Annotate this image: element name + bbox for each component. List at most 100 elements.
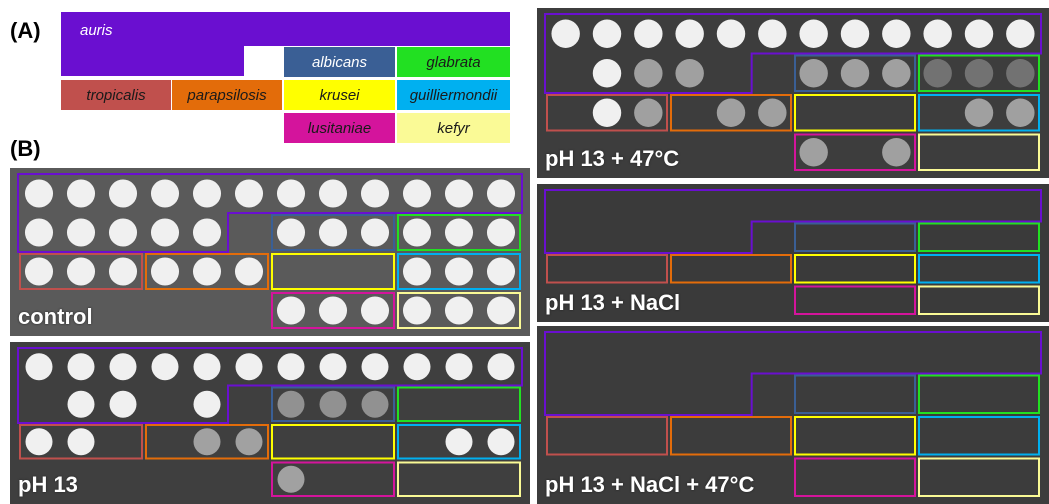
colony-spot <box>360 296 390 325</box>
colony-spot <box>964 59 994 88</box>
colony-spot <box>799 59 828 88</box>
strain-box-krusei <box>794 94 916 132</box>
strain-box-kefyr <box>918 285 1040 315</box>
colony-spot <box>235 353 263 381</box>
colony-spot <box>25 428 53 456</box>
colony-spot <box>634 98 663 127</box>
colony-spot <box>444 218 474 247</box>
colony-spot <box>487 428 515 456</box>
plate-grid-svg <box>544 13 1042 171</box>
strain-box-guilliermondii <box>918 254 1040 284</box>
colony-spot <box>445 353 473 381</box>
colony-spot <box>318 179 348 208</box>
strain-box-glabrata <box>918 374 1040 414</box>
colony-spot <box>799 138 828 167</box>
strain-box-lusitaniae <box>271 292 395 329</box>
strain-box-tropicalis <box>546 94 668 132</box>
strain-box-guilliermondii <box>918 94 1040 132</box>
colony-spot <box>403 353 431 381</box>
strain-box-albicans <box>794 374 916 414</box>
colony-spot <box>882 138 911 167</box>
colony-spot <box>276 179 306 208</box>
strain-box-auris <box>17 173 523 253</box>
colony-spot <box>964 19 994 48</box>
colony-spot <box>193 353 221 381</box>
colony-spot <box>444 296 474 325</box>
legend-krusei: krusei <box>284 80 395 110</box>
colony-spot <box>799 19 828 48</box>
colony-spot <box>758 98 787 127</box>
colony-spot <box>108 179 138 208</box>
plate-ph13-nacl-47c: pH 13 + NaCl + 47°C <box>537 326 1049 504</box>
colony-spot <box>67 428 95 456</box>
strain-box-krusei <box>794 254 916 284</box>
strain-box-krusei <box>794 416 916 456</box>
colony-spot <box>192 179 222 208</box>
plate-label-ph13-nacl: pH 13 + NaCl <box>545 290 681 315</box>
colony-spot <box>192 218 222 247</box>
colony-spot <box>318 296 348 325</box>
plate-label-ph13: pH 13 <box>18 472 78 497</box>
colony-spot <box>318 218 348 247</box>
colony-spot <box>402 296 432 325</box>
strain-box-kefyr <box>397 461 521 497</box>
colony-spot <box>66 179 96 208</box>
colony-spot <box>840 19 870 48</box>
strain-box-glabrata <box>397 386 521 422</box>
strain-box-lusitaniae <box>794 457 916 497</box>
colony-spot <box>150 257 180 286</box>
colony-spot <box>276 218 306 247</box>
colony-spot <box>361 390 389 418</box>
legend-auris-label: auris <box>80 22 113 39</box>
strain-box-auris <box>544 189 1042 254</box>
colony-spot <box>675 59 704 88</box>
colony-spot <box>360 179 390 208</box>
plate-grid-svg <box>17 347 523 497</box>
colony-spot <box>444 257 474 286</box>
colony-spot <box>276 296 306 325</box>
colony-spot <box>592 59 622 88</box>
strain-box-guilliermondii <box>397 253 521 290</box>
colony-spot <box>758 19 787 48</box>
strain-box-glabrata <box>397 214 521 251</box>
colony-spot <box>1006 98 1035 127</box>
colony-spot <box>234 179 264 208</box>
strain-box-kefyr <box>918 457 1040 497</box>
colony-spot <box>193 428 221 456</box>
colony-spot <box>402 257 432 286</box>
colony-spot <box>716 19 746 48</box>
strain-box-parapsilosis <box>145 424 269 460</box>
strain-box-tropicalis <box>19 424 143 460</box>
colony-spot <box>592 19 622 48</box>
colony-spot <box>109 390 137 418</box>
colony-spot <box>1006 19 1035 48</box>
colony-spot <box>360 218 390 247</box>
colony-spot <box>277 390 305 418</box>
colony-spot <box>840 59 870 88</box>
strain-box-albicans <box>271 386 395 422</box>
colony-spot <box>486 179 516 208</box>
colony-spot <box>402 218 432 247</box>
colony-spot <box>24 257 54 286</box>
panel-label-b: (B) <box>10 136 41 161</box>
colony-spot <box>109 353 137 381</box>
colony-spot <box>67 353 95 381</box>
colony-spot <box>487 353 515 381</box>
legend-auris-shape <box>61 12 510 76</box>
plate-control: control <box>10 168 530 336</box>
colony-spot <box>234 257 264 286</box>
colony-spot <box>24 218 54 247</box>
strain-box-tropicalis <box>546 416 668 456</box>
colony-spot <box>24 179 54 208</box>
strain-box-glabrata <box>918 54 1040 92</box>
plate-ph13: pH 13 <box>10 342 530 504</box>
colony-spot <box>66 218 96 247</box>
legend-kefyr: kefyr <box>397 113 510 143</box>
colony-spot <box>923 19 952 48</box>
strain-box-albicans <box>271 214 395 251</box>
legend-tropicalis: tropicalis <box>61 80 171 110</box>
colony-spot <box>25 353 53 381</box>
colony-spot <box>277 465 305 493</box>
strain-box-lusitaniae <box>794 285 916 315</box>
colony-spot <box>277 353 305 381</box>
